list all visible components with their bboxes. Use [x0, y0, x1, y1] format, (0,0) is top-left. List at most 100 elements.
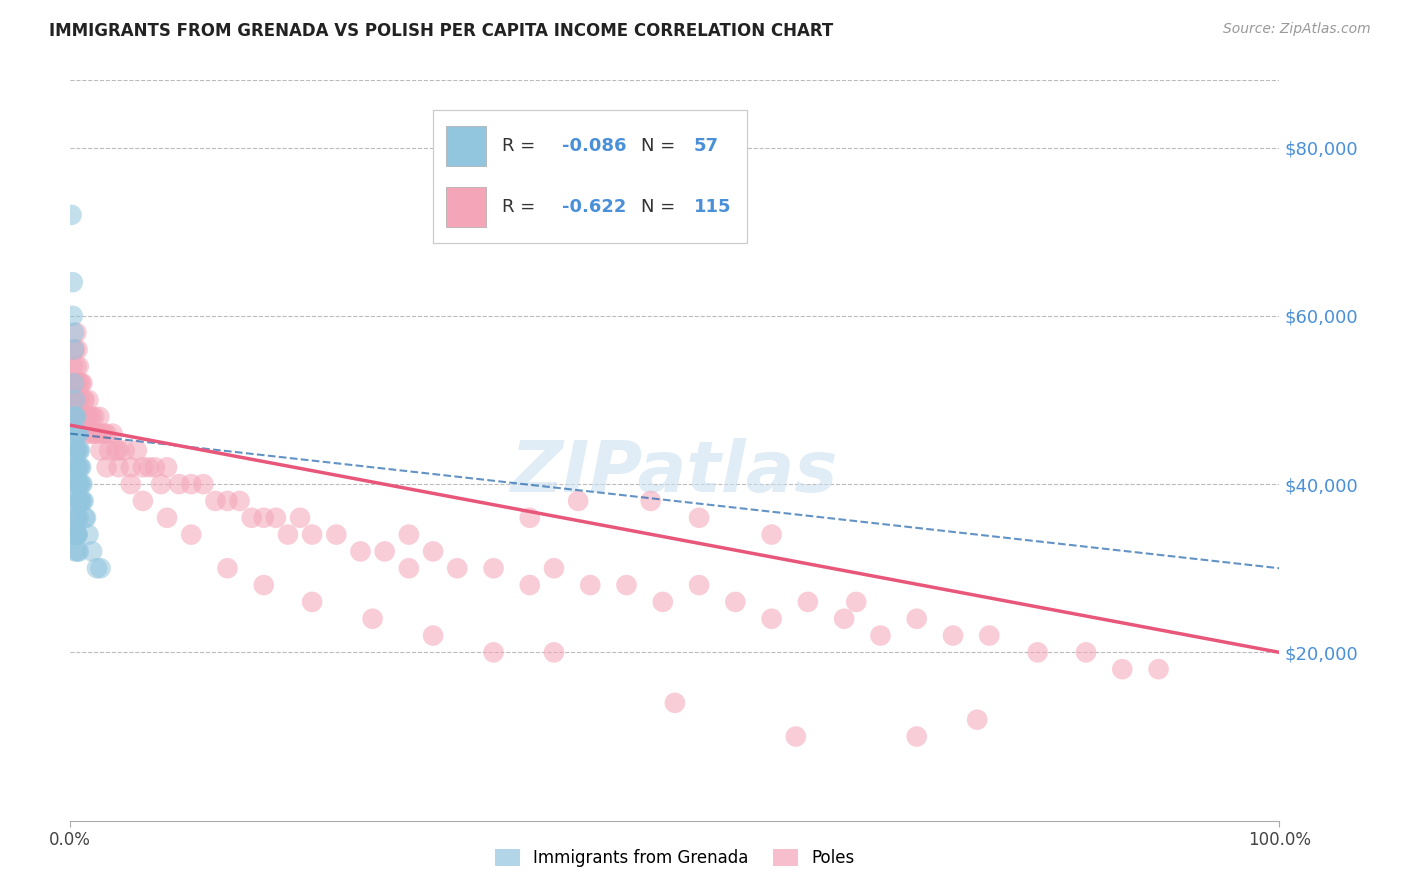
Point: [72, 494, 94, 508]
Point: [79, 409, 101, 424]
Point: [761, 527, 783, 541]
Point: [90, 561, 111, 575]
Point: [482, 561, 505, 575]
Point: [69, 460, 91, 475]
Point: [66, 426, 89, 441]
Point: [1074, 645, 1097, 659]
Point: [70, 477, 93, 491]
Point: [69, 443, 91, 458]
Point: [72, 392, 94, 407]
Point: [96, 426, 118, 441]
Point: [942, 628, 965, 642]
Point: [62, 275, 84, 289]
Point: [66, 527, 89, 541]
Point: [519, 578, 541, 592]
Point: [132, 460, 155, 475]
Point: [616, 578, 638, 592]
Point: [1026, 645, 1049, 659]
Point: [1147, 662, 1170, 676]
Point: [69, 376, 91, 391]
Point: [72, 477, 94, 491]
Point: [66, 443, 89, 458]
Point: [65, 494, 87, 508]
Point: [65, 527, 87, 541]
Point: [63, 409, 86, 424]
Point: [579, 578, 602, 592]
Point: [193, 477, 215, 491]
Point: [62, 510, 84, 524]
Point: [67, 510, 90, 524]
Point: [422, 628, 444, 642]
Point: [80, 426, 103, 441]
Point: [325, 527, 347, 541]
Point: [66, 409, 89, 424]
Point: [73, 409, 96, 424]
Point: [93, 426, 115, 441]
Point: [398, 527, 420, 541]
Point: [66, 510, 89, 524]
Point: [62, 359, 84, 374]
Point: [640, 494, 662, 508]
Point: [761, 612, 783, 626]
Point: [66, 527, 89, 541]
Point: [66, 544, 89, 558]
Point: [63, 343, 86, 357]
Point: [361, 612, 384, 626]
Point: [67, 494, 90, 508]
Point: [90, 426, 112, 441]
Point: [253, 510, 276, 524]
Point: [75, 510, 97, 524]
Point: [63, 392, 86, 407]
Point: [77, 426, 100, 441]
Point: [66, 460, 89, 475]
Point: [217, 561, 239, 575]
Point: [832, 612, 855, 626]
Point: [664, 696, 686, 710]
Point: [67, 544, 90, 558]
Point: [120, 477, 142, 491]
Point: [349, 544, 371, 558]
Point: [217, 494, 239, 508]
Point: [253, 578, 276, 592]
Point: [156, 460, 179, 475]
Point: [63, 426, 86, 441]
Point: [797, 595, 820, 609]
Point: [482, 645, 505, 659]
Point: [62, 309, 84, 323]
Point: [65, 527, 87, 541]
Point: [76, 409, 98, 424]
Point: [150, 477, 172, 491]
Point: [65, 460, 87, 475]
Point: [156, 510, 179, 524]
Point: [277, 527, 299, 541]
Point: [72, 409, 94, 424]
Point: [65, 392, 87, 407]
Point: [422, 544, 444, 558]
Point: [105, 443, 128, 458]
Point: [65, 359, 87, 374]
Point: [724, 595, 747, 609]
Point: [67, 392, 90, 407]
Point: [228, 494, 250, 508]
Point: [83, 409, 105, 424]
Point: [72, 494, 94, 508]
Point: [63, 343, 86, 357]
Point: [67, 426, 90, 441]
Point: [264, 510, 287, 524]
Point: [66, 494, 89, 508]
Text: ZIPatlas: ZIPatlas: [512, 438, 838, 508]
Point: [67, 359, 90, 374]
Point: [66, 343, 89, 357]
Point: [69, 477, 91, 491]
Point: [63, 376, 86, 391]
Point: [651, 595, 673, 609]
Point: [69, 494, 91, 508]
Point: [86, 561, 108, 575]
Point: [63, 376, 86, 391]
Point: [543, 645, 565, 659]
Point: [869, 628, 891, 642]
Point: [63, 326, 86, 340]
Point: [67, 477, 90, 491]
Point: [86, 426, 108, 441]
Point: [374, 544, 396, 558]
